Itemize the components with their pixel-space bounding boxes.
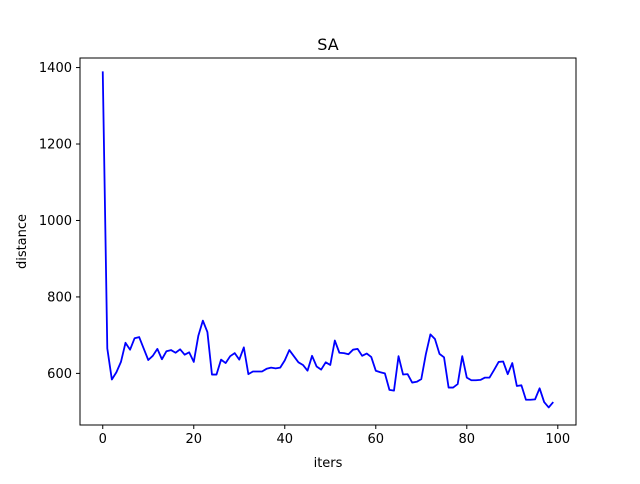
x-axis-label: iters [314, 456, 343, 471]
plot-data-layer [101, 71, 554, 409]
x-axis-ticks: 0 20 40 60 80 100 [99, 425, 570, 447]
chart-title: SA [317, 35, 338, 54]
y-tick-label: 600 [47, 367, 72, 382]
x-tick-label: 60 [368, 432, 385, 447]
series-line-0 [101, 71, 554, 409]
y-tick-label: 1400 [39, 61, 72, 76]
x-tick-label: 100 [545, 432, 570, 447]
y-tick-label: 1200 [39, 138, 72, 153]
x-tick-label: 40 [276, 432, 293, 447]
x-tick-label: 20 [185, 432, 202, 447]
y-tick-label: 800 [47, 290, 72, 305]
y-tick-label: 1000 [39, 214, 72, 229]
x-tick-label: 80 [459, 432, 476, 447]
x-tick-label: 0 [99, 432, 107, 447]
y-axis-ticks: 600 800 1000 1200 1400 [39, 61, 80, 382]
plot-area-frame [79, 57, 577, 426]
y-axis-label: distance [15, 214, 30, 269]
